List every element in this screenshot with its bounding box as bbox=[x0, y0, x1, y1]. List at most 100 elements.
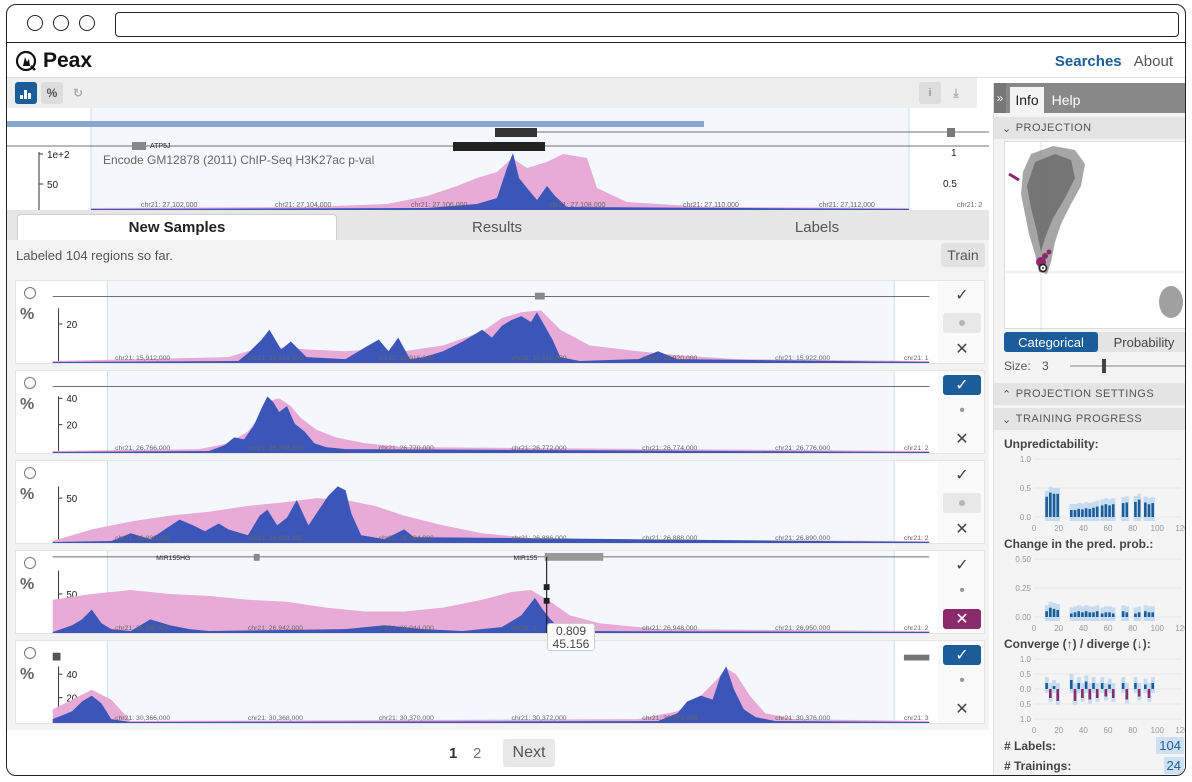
coord-label: chr21: 26,950,000 bbox=[775, 625, 830, 632]
coord-label: chr21: 26,768,000 bbox=[248, 445, 303, 452]
tab-help[interactable]: Help bbox=[1051, 92, 1081, 108]
coord-label: chr21: 26,942,000 bbox=[248, 625, 303, 632]
label-negative-button[interactable]: ✕ bbox=[955, 341, 969, 358]
normalize-percent-icon[interactable]: % bbox=[20, 666, 35, 683]
bar bbox=[1108, 684, 1111, 689]
label-negative-button[interactable]: ✕ bbox=[955, 431, 969, 448]
window-minimize-icon[interactable] bbox=[53, 15, 69, 31]
size-slider[interactable] bbox=[1070, 359, 1186, 373]
label-neutral-button[interactable] bbox=[943, 313, 981, 333]
label-neutral-button[interactable]: • bbox=[943, 581, 981, 601]
coord-label: chr21: 30,368,000 bbox=[248, 715, 303, 722]
overview-track-svg[interactable]: ATP5J 1e+2 50 Encode GM12878 (2011) ChIP… bbox=[7, 108, 989, 210]
hover-mode-button[interactable] bbox=[15, 82, 37, 104]
sample-track[interactable]: 50 chr21: 26,880,000 chr21: 26,882,000 c… bbox=[42, 461, 940, 543]
normalize-percent-icon[interactable]: % bbox=[20, 486, 35, 503]
nav-searches-link[interactable]: Searches bbox=[1054, 53, 1122, 70]
label-neutral-button[interactable] bbox=[943, 493, 981, 513]
page-1-button[interactable]: 1 bbox=[449, 745, 458, 762]
sample-track[interactable]: 20 chr21: 15,912,000 chr21: 15,914,000 c… bbox=[42, 281, 940, 363]
converge-title: Converge (↑) / diverge (↓): bbox=[1004, 637, 1151, 651]
app-logo[interactable]: Peax bbox=[15, 49, 92, 73]
coord-label: chr21: 2 bbox=[904, 445, 929, 452]
tab-new-samples[interactable]: New Samples bbox=[17, 214, 337, 240]
tab-results[interactable]: Results bbox=[471, 218, 523, 236]
coord-label: chr21: 26,940,000 bbox=[115, 625, 170, 632]
coord-label: chr21: 26,880,000 bbox=[115, 535, 170, 542]
label-positive-button[interactable]: ✓ bbox=[943, 645, 981, 665]
overview-track[interactable]: ATP5J 1e+2 50 Encode GM12878 (2011) ChIP… bbox=[7, 108, 989, 210]
label-buttons: ✓ • ✕ bbox=[938, 371, 984, 453]
select-radio[interactable] bbox=[24, 647, 36, 659]
coord-label: chr21: 30,366,000 bbox=[115, 715, 170, 722]
bar bbox=[1134, 613, 1137, 617]
probability-option[interactable]: Probability bbox=[1113, 334, 1175, 350]
window-maximize-icon[interactable] bbox=[79, 15, 95, 31]
select-radio[interactable] bbox=[24, 287, 36, 299]
page-2-button[interactable]: 2 bbox=[473, 745, 482, 762]
sample-track[interactable]: 40 20 chr21: 30,366,000 chr21: 30,368,00… bbox=[42, 641, 940, 723]
x-tick-label: 60 bbox=[1104, 726, 1113, 735]
refresh-button[interactable]: ↻ bbox=[67, 82, 89, 104]
color-mode-toggle: Categorical Probability bbox=[1004, 332, 1185, 352]
label-buttons: ✓ ✕ bbox=[938, 461, 984, 543]
tab-info[interactable]: Info bbox=[1010, 87, 1044, 113]
sample-icons: % bbox=[16, 371, 44, 453]
next-page-button[interactable]: Next bbox=[503, 739, 555, 767]
label-positive-button[interactable]: ✓ bbox=[955, 467, 969, 484]
label-neutral-button[interactable]: • bbox=[943, 671, 981, 691]
normalize-percent-icon[interactable]: % bbox=[20, 396, 35, 413]
select-radio[interactable] bbox=[24, 557, 36, 569]
nav-about-link[interactable]: About bbox=[1133, 53, 1173, 70]
address-bar[interactable] bbox=[115, 12, 1179, 37]
projection-scatter-svg[interactable] bbox=[1005, 142, 1186, 330]
select-radio[interactable] bbox=[24, 377, 36, 389]
train-button[interactable]: Train bbox=[941, 243, 985, 267]
label-positive-button[interactable]: ✓ bbox=[955, 557, 969, 574]
bar bbox=[1144, 502, 1147, 517]
collapse-panel-button[interactable]: » bbox=[994, 83, 1006, 113]
projection-settings-header[interactable]: ⌃ PROJECTION SETTINGS bbox=[994, 383, 1185, 405]
label-negative-button[interactable]: ✕ bbox=[955, 521, 969, 538]
normalize-percent-icon[interactable]: % bbox=[20, 576, 35, 593]
categorical-option[interactable]: Categorical bbox=[1004, 332, 1098, 352]
bar bbox=[1056, 689, 1060, 701]
bar bbox=[1108, 612, 1111, 617]
projection-scatter[interactable] bbox=[1004, 141, 1186, 330]
training-progress-header[interactable]: ⌄ TRAINING PROGRESS bbox=[994, 408, 1185, 430]
label-negative-button[interactable]: ✕ bbox=[955, 701, 969, 718]
label-positive-button[interactable]: ✓ bbox=[955, 287, 969, 304]
bar bbox=[1111, 504, 1115, 517]
info-button[interactable]: i bbox=[919, 82, 941, 104]
label-neutral-button[interactable]: • bbox=[943, 401, 981, 421]
bar bbox=[1070, 680, 1073, 689]
sample-track[interactable]: MIR155HG MIR155 50 chr21: 26,940,000 chr… bbox=[42, 551, 940, 633]
projection-section-header[interactable]: ⌄ PROJECTION bbox=[994, 117, 1185, 139]
sample-track[interactable]: 40 20 chr21: 26,766,000 chr21: 26,768,00… bbox=[42, 371, 940, 453]
bar bbox=[1104, 504, 1108, 517]
coord-label: chr21: 26,772,000 bbox=[511, 445, 566, 452]
size-slider-handle[interactable] bbox=[1102, 359, 1106, 373]
normalize-button[interactable]: % bbox=[41, 82, 63, 104]
bar bbox=[1125, 689, 1129, 700]
label-positive-button[interactable]: ✓ bbox=[943, 375, 981, 395]
bar bbox=[1052, 608, 1056, 617]
normalize-percent-icon[interactable]: % bbox=[20, 306, 35, 323]
converge-chart: 1.00.50.00.51.00 20 40 60 80 100 120 bbox=[1020, 655, 1186, 735]
coord-label: chr21: 3 bbox=[904, 715, 929, 722]
coord-label: chr21: 15,920,000 bbox=[642, 355, 697, 362]
bar bbox=[1100, 683, 1104, 689]
download-button[interactable]: ⤓ bbox=[945, 82, 967, 104]
label-negative-button[interactable]: ✕ bbox=[943, 609, 981, 629]
change-chart: 0.50 0.25 0.000 20 40 60 80 100 120 bbox=[1015, 555, 1185, 633]
y-tick-label: 0.5 bbox=[1020, 484, 1032, 493]
select-radio[interactable] bbox=[24, 467, 36, 479]
tab-labels[interactable]: Labels bbox=[794, 218, 840, 236]
window-close-icon[interactable] bbox=[27, 15, 43, 31]
bar bbox=[1092, 507, 1095, 517]
refresh-icon: ↻ bbox=[72, 86, 84, 100]
bar bbox=[1088, 508, 1092, 517]
double-chevron-right-icon: » bbox=[996, 91, 1004, 105]
x-tick-label: 120 bbox=[1175, 726, 1186, 735]
y-tick-label: 0.00 bbox=[1015, 613, 1031, 622]
